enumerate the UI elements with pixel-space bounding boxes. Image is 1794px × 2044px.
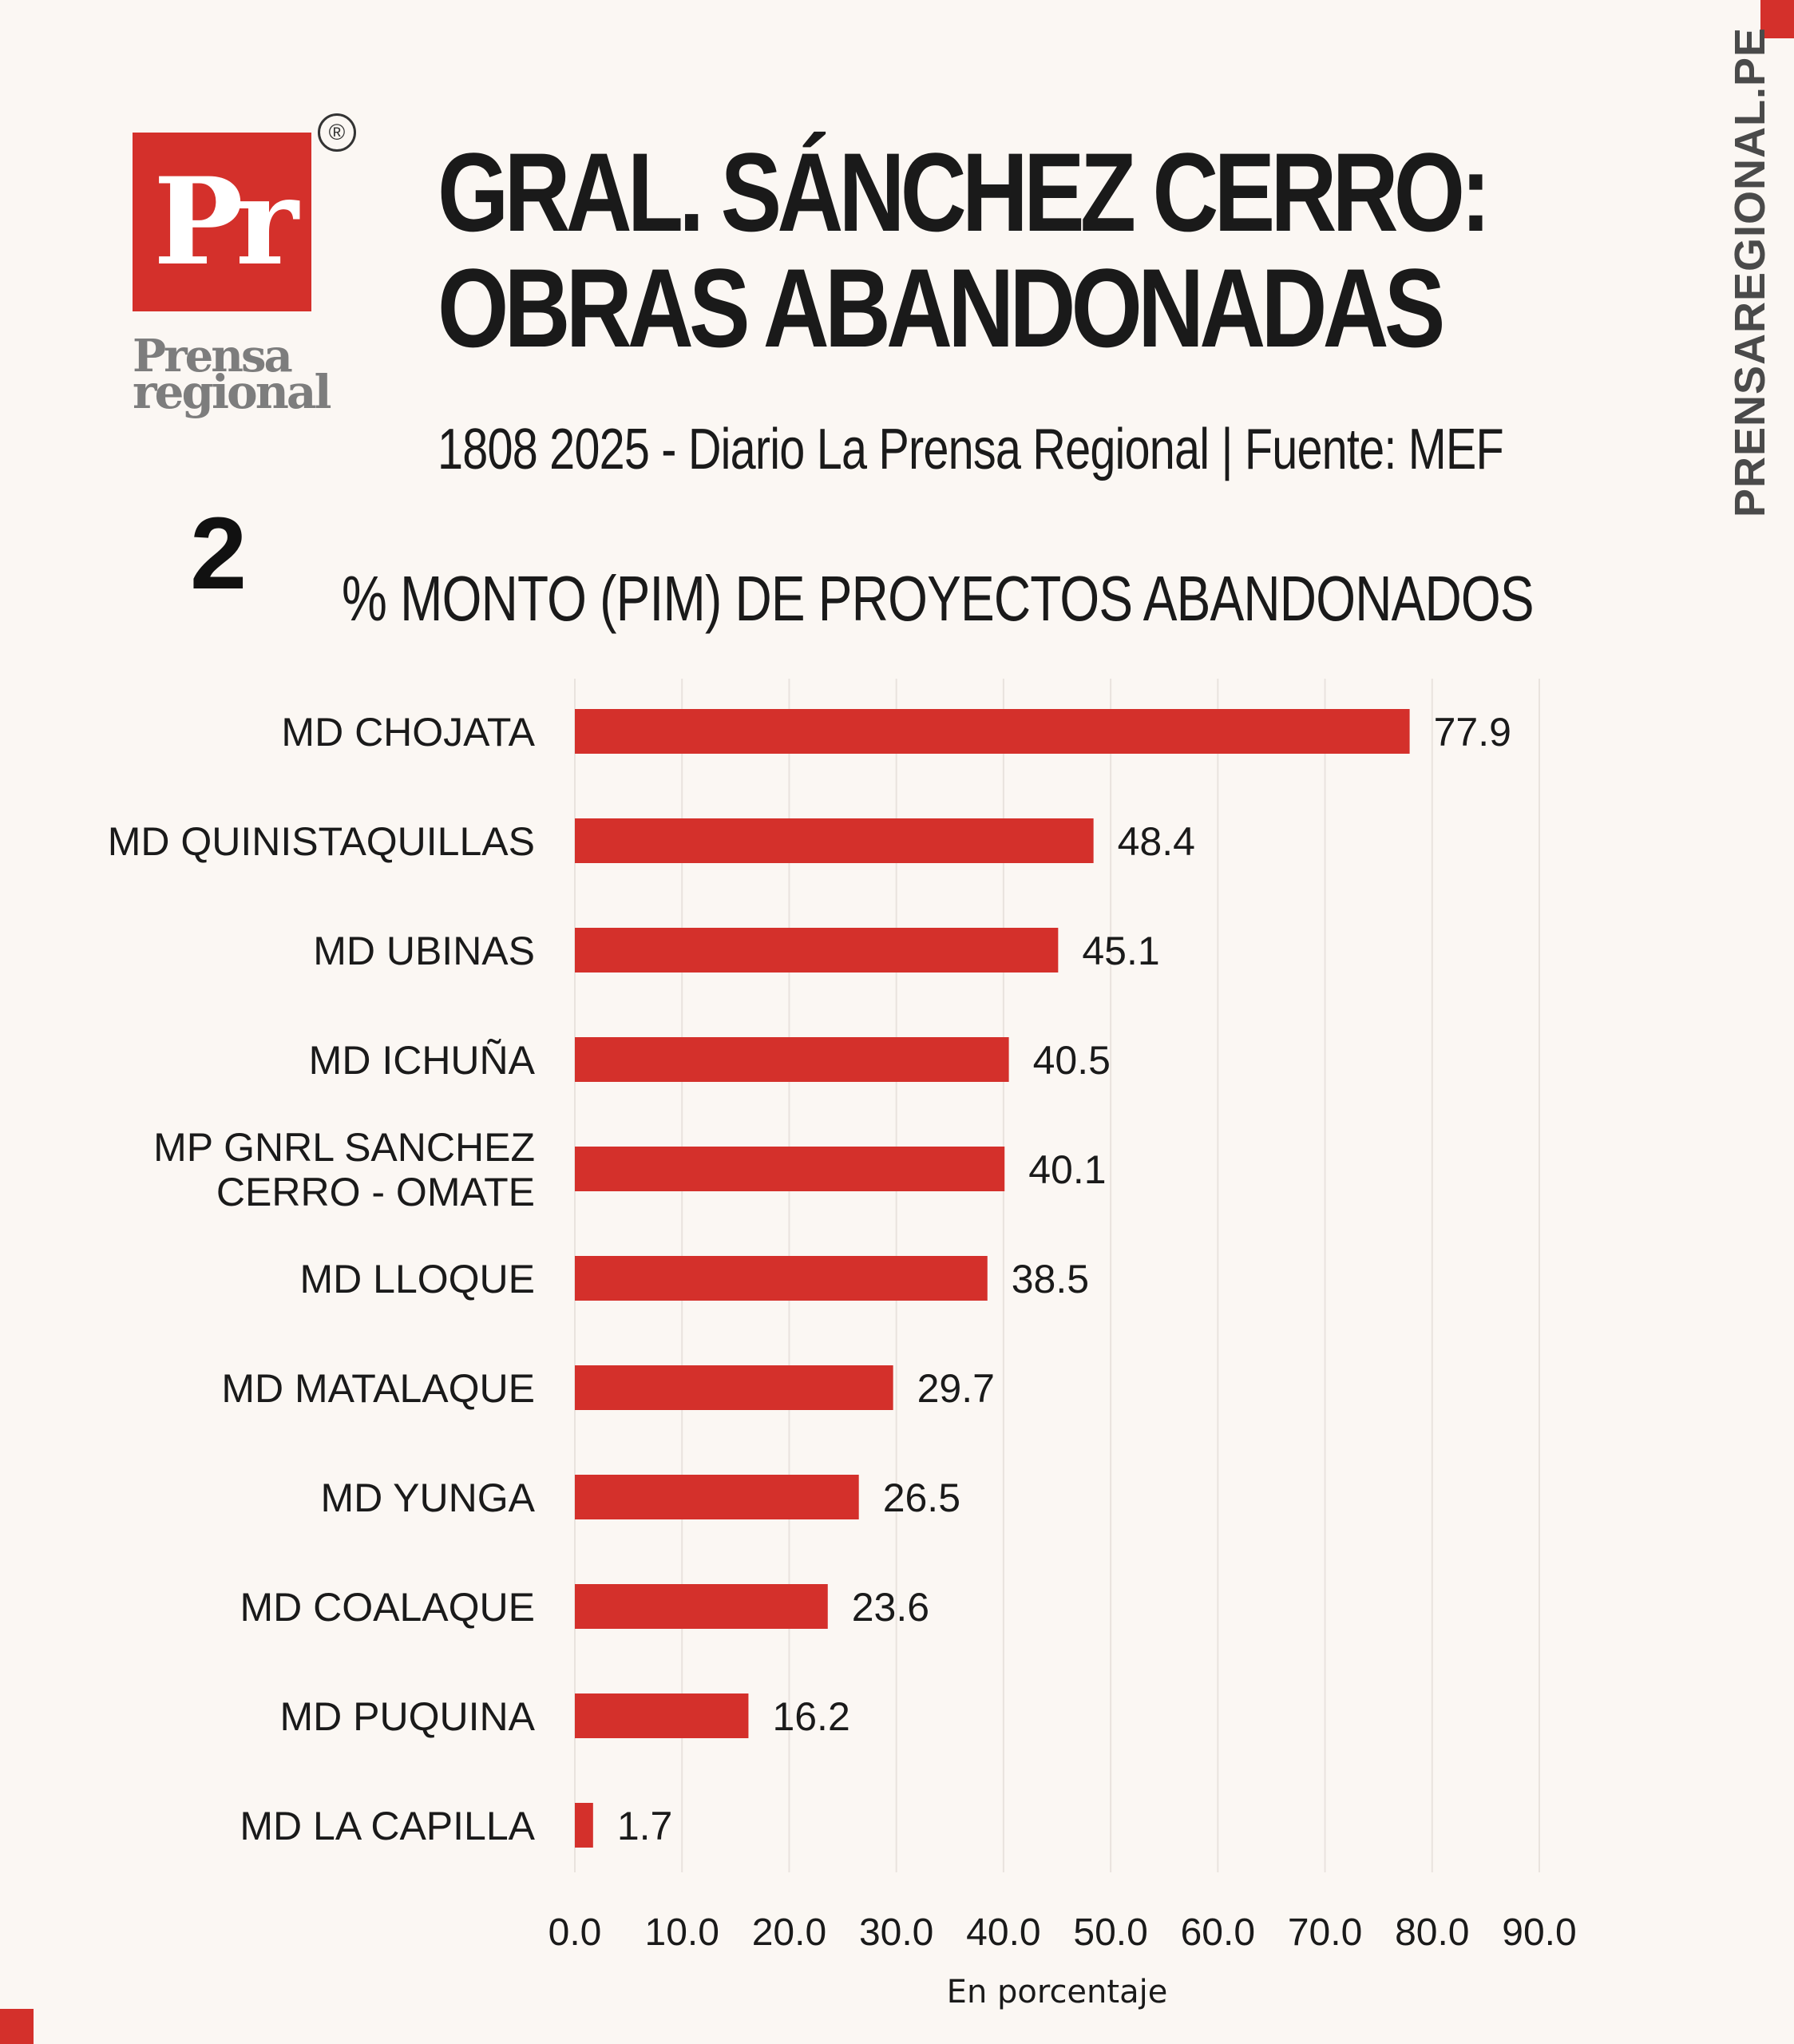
bar-1	[575, 818, 1094, 863]
bar-2	[575, 928, 1059, 972]
tick-label-5: 50.0	[1073, 1911, 1147, 1954]
bar-0	[575, 709, 1410, 754]
value-label-3: 40.5	[1033, 1038, 1111, 1083]
bar-10	[575, 1803, 593, 1848]
page-title: GRAL. SÁNCHEZ CERRO: OBRAS ABANDONADAS	[438, 129, 1491, 370]
category-label-line: MD QUINISTAQUILLAS	[108, 819, 535, 864]
tick-label-2: 20.0	[752, 1911, 826, 1954]
logo-word-regional: regional	[133, 365, 332, 419]
category-label-line: MD CHOJATA	[281, 710, 535, 755]
category-label-7: MD YUNGA	[320, 1476, 535, 1520]
value-label-0: 77.9	[1434, 710, 1511, 755]
category-label-0: MD CHOJATA	[281, 710, 535, 755]
x-axis-title: En porcentaje	[947, 1974, 1168, 2010]
page-title-line-1: GRAL. SÁNCHEZ CERRO:	[438, 129, 1491, 255]
value-label-8: 23.6	[852, 1585, 929, 1630]
corner-accent-top	[1760, 0, 1794, 38]
value-label-9: 16.2	[772, 1694, 849, 1739]
category-label-line: CERRO - OMATE	[216, 1170, 535, 1214]
value-label-5: 38.5	[1012, 1257, 1089, 1301]
tick-label-4: 40.0	[966, 1911, 1040, 1954]
category-label-line: MD YUNGA	[320, 1476, 535, 1520]
tick-label-8: 80.0	[1395, 1911, 1469, 1954]
value-label-4: 40.1	[1028, 1147, 1106, 1192]
corner-accent-bottom	[0, 2009, 34, 2044]
category-label-line: MD LLOQUE	[299, 1257, 535, 1301]
category-label-line: MD MATALAQUE	[221, 1366, 535, 1411]
category-label-line: MP GNRL SANCHEZ	[153, 1125, 535, 1170]
category-label-9: MD PUQUINA	[280, 1694, 536, 1739]
category-label-10: MD LA CAPILLA	[240, 1804, 535, 1848]
bar-8	[575, 1584, 828, 1629]
tick-label-6: 60.0	[1181, 1911, 1255, 1954]
bar-5	[575, 1256, 988, 1301]
logo-word-prensa: Prensa	[133, 330, 293, 382]
logo-mark: Pr	[133, 133, 311, 311]
value-label-7: 26.5	[883, 1476, 960, 1520]
tick-label-3: 30.0	[859, 1911, 933, 1954]
registered-icon: ®	[318, 113, 356, 152]
page-subtitle: 1808 2025 - Diario La Prensa Regional | …	[438, 418, 1504, 481]
bar-7	[575, 1475, 859, 1519]
category-label-line: MD UBINAS	[313, 929, 535, 973]
category-label-5: MD LLOQUE	[299, 1257, 535, 1301]
value-label-1: 48.4	[1118, 819, 1195, 864]
category-label-line: MD LA CAPILLA	[240, 1804, 535, 1848]
category-label-line: MD COALAQUE	[240, 1585, 535, 1630]
value-label-10: 1.7	[617, 1804, 673, 1848]
category-label-line: MD ICHUÑA	[309, 1038, 536, 1083]
tick-label-0: 0.0	[548, 1911, 602, 1954]
category-label-2: MD UBINAS	[313, 929, 535, 973]
bar-6	[575, 1365, 893, 1410]
tick-label-1: 10.0	[645, 1911, 719, 1954]
bar-4	[575, 1147, 1005, 1191]
category-label-6: MD MATALAQUE	[221, 1366, 535, 1411]
tick-label-9: 90.0	[1502, 1911, 1576, 1954]
bar-3	[575, 1037, 1009, 1082]
chart-number: 2	[190, 497, 248, 611]
bar-9	[575, 1693, 749, 1738]
category-label-1: MD QUINISTAQUILLAS	[108, 819, 535, 864]
value-label-6: 29.7	[917, 1366, 995, 1411]
tick-label-7: 70.0	[1288, 1911, 1362, 1954]
chart-title: % MONTO (PIM) DE PROYECTOS ABANDONADOS	[342, 563, 1535, 634]
category-label-line: MD PUQUINA	[280, 1694, 536, 1739]
category-label-8: MD COALAQUE	[240, 1585, 535, 1630]
value-label-2: 45.1	[1082, 929, 1159, 973]
page-title-line-2: OBRAS ABANDONADAS	[438, 245, 1445, 370]
category-label-3: MD ICHUÑA	[309, 1038, 536, 1083]
category-label-4: MP GNRL SANCHEZ CERRO - OMATE	[153, 1125, 535, 1214]
